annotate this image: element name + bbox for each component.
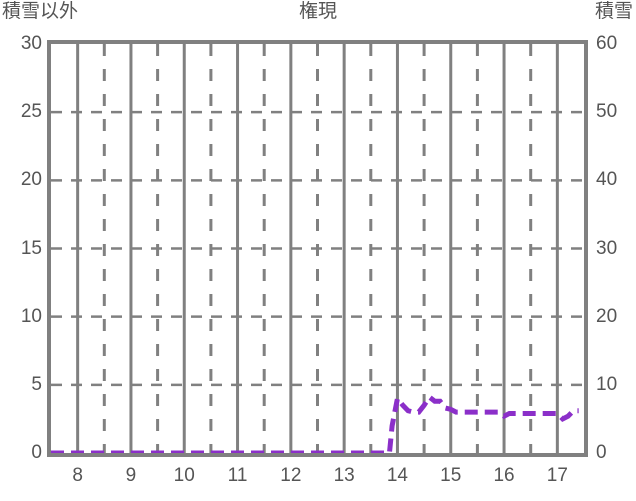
y-axis-left-tick-label: 15 [20, 237, 42, 259]
y-axis-left-tick-label: 0 [31, 442, 42, 463]
x-axis-tick-label: 15 [440, 465, 462, 486]
x-axis-tick-label: 10 [173, 465, 195, 486]
y-axis-left-tick-label: 10 [20, 305, 42, 327]
gridlines [51, 44, 584, 453]
y-axis-right-tick-label: 20 [596, 305, 618, 327]
y-axis-right-tick-label: 60 [596, 33, 618, 54]
x-axis-tick-label: 17 [546, 465, 568, 486]
x-axis-tick-label: 9 [125, 465, 137, 486]
right-axis-title: 積雪 [594, 1, 633, 22]
y-axis-right-tick-label: 40 [596, 169, 618, 191]
x-axis-tick-label: 16 [493, 465, 515, 486]
y-axis-right-tick-label: 30 [596, 237, 618, 259]
series-snow-depth [51, 392, 579, 453]
y-axis-right-tick-label: 10 [596, 373, 618, 395]
x-axis-tick-label: 11 [227, 465, 248, 486]
y-axis-left-tick-label: 25 [20, 101, 42, 123]
x-axis-tick-label: 8 [72, 465, 83, 486]
left-axis-title: 積雪以外 [2, 1, 79, 22]
plot-area [47, 40, 588, 457]
x-axis-tick-label: 12 [280, 465, 302, 486]
chart-title: 権現 [298, 1, 337, 22]
y-axis-left-tick-label: 20 [20, 169, 42, 191]
y-axis-right-tick-label: 50 [596, 101, 618, 123]
y-axis-right-tick-label: 0 [596, 442, 607, 463]
y-axis-left-tick-label: 5 [31, 373, 42, 395]
plot-inner [51, 44, 584, 453]
x-axis-tick-label: 14 [386, 465, 408, 486]
y-axis-left-tick-label: 30 [20, 33, 42, 54]
x-axis-tick-label: 13 [333, 465, 355, 486]
